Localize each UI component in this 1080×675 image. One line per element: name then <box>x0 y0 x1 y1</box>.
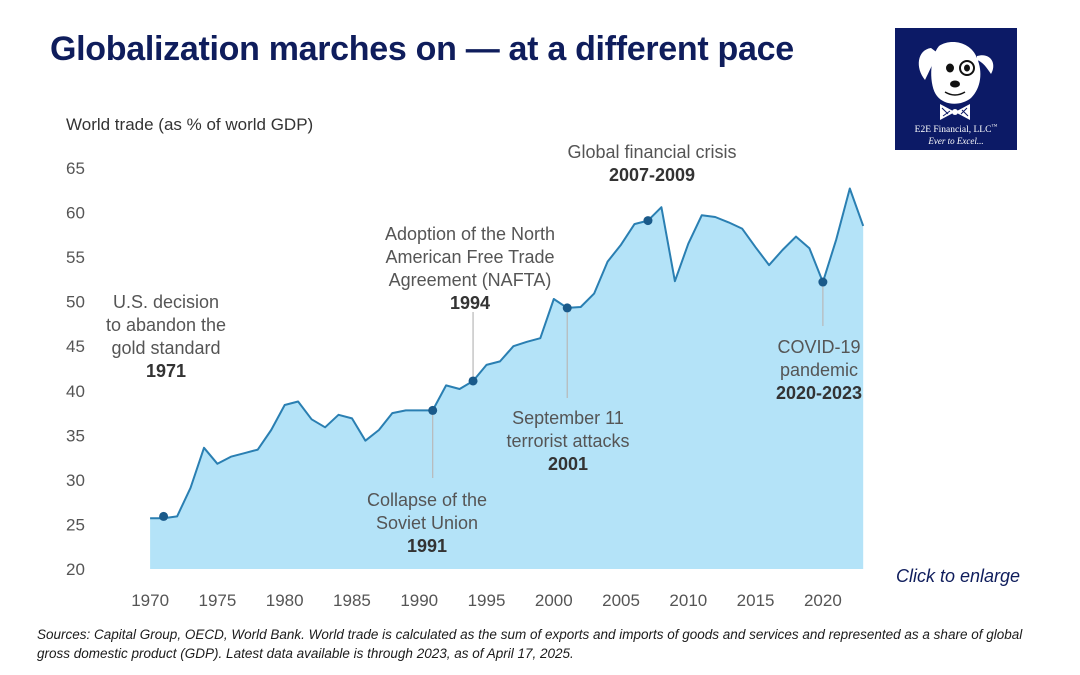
annotation-label: terrorist attacks <box>506 431 629 451</box>
annotation-year: 2007-2009 <box>609 165 695 185</box>
page-title: Globalization marches on — at a differen… <box>50 30 794 68</box>
x-tick-label: 1985 <box>333 591 371 610</box>
logo-tagline: Ever to Excel... <box>928 136 984 146</box>
annotation-marker <box>643 216 653 226</box>
y-axis-label: World trade (as % of world GDP) <box>66 115 313 134</box>
y-tick-label: 40 <box>66 382 85 401</box>
sources-note: Sources: Capital Group, OECD, World Bank… <box>37 627 1023 661</box>
trade-line <box>150 187 865 520</box>
x-tick-label: 2015 <box>737 591 775 610</box>
x-tick-label: 2005 <box>602 591 640 610</box>
x-tick-label: 2010 <box>669 591 707 610</box>
trade-area <box>150 188 864 569</box>
annotation-label: to abandon the <box>106 315 226 335</box>
annotation-label: Global financial crisis <box>567 142 736 162</box>
annotation-year: 2001 <box>548 454 588 474</box>
annotation-marker <box>428 405 438 415</box>
annotations: U.S. decision to abandon the gold standard… <box>106 142 862 556</box>
y-tick-label: 50 <box>66 293 85 312</box>
annotation-year: 1971 <box>146 361 186 381</box>
dog-mascot-icon <box>918 42 994 120</box>
y-axis: 20 25 30 35 40 45 50 55 60 65 <box>66 159 85 579</box>
x-tick-label: 1980 <box>266 591 304 610</box>
annotation-label: Adoption of the North <box>385 224 555 244</box>
x-tick-label: 1975 <box>199 591 237 610</box>
x-tick-label: 1990 <box>400 591 438 610</box>
logo-company-name: E2E Financial, LLC™ <box>914 124 998 136</box>
annotation-label: gold standard <box>111 338 220 358</box>
annotation-marker <box>562 303 572 313</box>
y-tick-label: 55 <box>66 248 85 267</box>
y-tick-label: 35 <box>66 426 85 445</box>
annotation-label: pandemic <box>780 360 858 380</box>
x-tick-label: 1995 <box>468 591 506 610</box>
annotation-marker <box>818 277 828 287</box>
x-tick-label: 2020 <box>804 591 842 610</box>
annotation-marker <box>468 376 478 386</box>
annotation-year: 2020-2023 <box>776 383 862 403</box>
annotation-year: 1991 <box>407 536 447 556</box>
annotation-label: Soviet Union <box>376 513 478 533</box>
y-tick-label: 65 <box>66 159 85 178</box>
annotation-year: 1994 <box>450 293 490 313</box>
y-tick-label: 20 <box>66 560 85 579</box>
annotation-label: Agreement (NAFTA) <box>389 270 552 290</box>
annotation-label: American Free Trade <box>385 247 554 267</box>
y-tick-label: 45 <box>66 337 85 356</box>
annotation-marker <box>159 511 169 521</box>
y-tick-label: 60 <box>66 204 85 223</box>
world-trade-chart: World trade (as % of world GDP) 20 25 30 35… <box>66 115 865 610</box>
y-tick-label: 25 <box>66 515 85 534</box>
annotation-label: Collapse of the <box>367 490 487 510</box>
x-tick-label: 2000 <box>535 591 573 610</box>
annotation-label: September 11 <box>512 408 624 428</box>
x-tick-label: 1970 <box>131 591 169 610</box>
x-axis: 1970 1975 1980 1985 1990 1995 2000 2005 2010 2015… <box>131 591 842 610</box>
annotation-label: U.S. decision <box>113 292 219 312</box>
click-to-enlarge-link[interactable]: Click to enlarge <box>896 566 1021 586</box>
y-tick-label: 30 <box>66 471 85 490</box>
annotation-label: COVID-19 <box>777 337 860 357</box>
company-logo[interactable]: E2E Financial, LLC™ Ever to Excel... <box>895 28 1017 150</box>
